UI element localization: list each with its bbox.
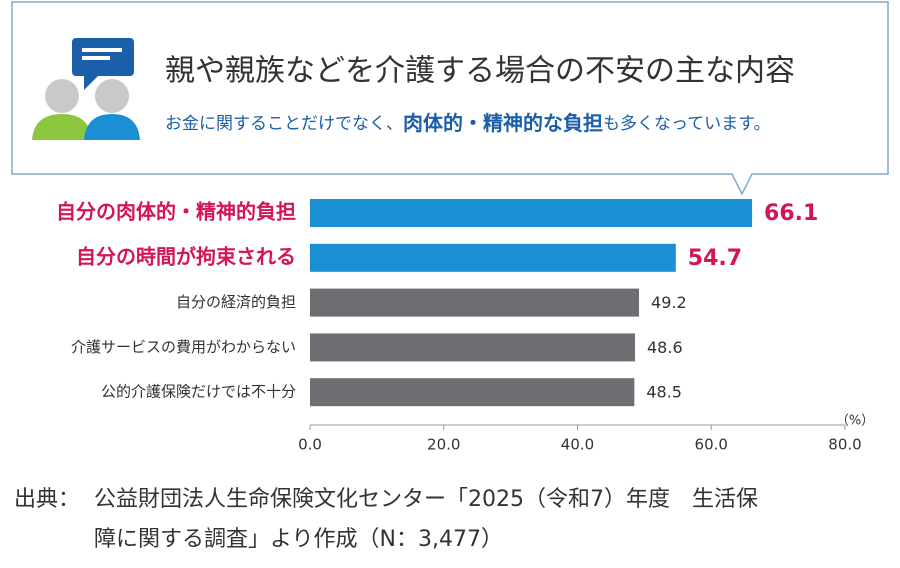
bar	[310, 288, 640, 317]
subtitle-part: も多くなっています。	[603, 114, 770, 134]
bar	[310, 243, 676, 272]
chart-title: 親や親族などを介護する場合の不安の主な内容	[165, 54, 795, 89]
value-label: 49.2	[651, 293, 687, 312]
subtitle: お金に関することだけでなく、肉体的・精神的な負担も多くなっています。	[165, 111, 770, 135]
source-line: 障に関する調査」より作成（N：3,477）	[94, 527, 503, 552]
subtitle-part: お金に関することだけでなく、	[165, 114, 403, 134]
value-label: 54.7	[688, 246, 742, 271]
source-line: 公益財団法人生命保険文化センター「2025（令和7）年度 生活保	[94, 487, 758, 512]
y-tick-label: 自分の肉体的・精神的負担	[56, 200, 296, 224]
value-label: 48.5	[646, 383, 682, 402]
y-tick-label: 公的介護保険だけでは不十分	[101, 383, 296, 401]
x-tick-label: 60.0	[695, 436, 728, 454]
source-label: 出典：	[14, 487, 80, 512]
x-tick-label: 80.0	[828, 436, 861, 454]
bar	[310, 199, 753, 227]
y-tick-label: 自分の経済的負担	[176, 293, 296, 311]
icon	[32, 38, 140, 140]
value-label: 66.1	[764, 201, 818, 226]
header-box	[11, 1, 889, 196]
bar	[310, 333, 636, 362]
x-tick-label: 40.0	[561, 436, 594, 454]
bar	[310, 378, 635, 407]
value-label: 48.6	[647, 338, 683, 357]
y-tick-label: 自分の時間が拘束される	[76, 244, 296, 268]
x-tick-label: 0.0	[298, 436, 322, 454]
x-axis-label: （%）	[836, 414, 874, 429]
subtitle-emphasis: 肉体的・精神的な負担	[403, 111, 603, 135]
x-tick-label: 20.0	[427, 436, 460, 454]
y-tick-label: 介護サービスの費用がわからない	[71, 338, 296, 356]
